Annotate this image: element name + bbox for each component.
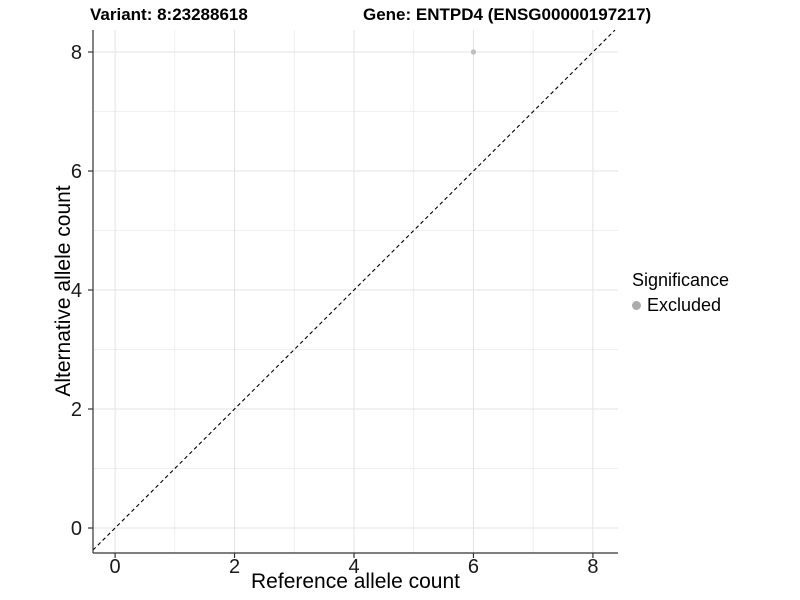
legend-item-label: Excluded [647,295,722,315]
legend-item-excluded: Excluded [632,294,729,316]
y-tick-label: 2 [71,399,82,421]
legend-point-icon [632,300,641,310]
x-axis-title: Reference allele count [251,570,460,593]
legend: Significance Excluded [632,269,729,316]
x-tick-label: 8 [587,556,598,578]
plot-title-gene: Gene: ENTPD4 (ENSG00000197217) [363,5,652,24]
y-axis-title: Alternative allele count [52,185,75,397]
y-tick-label: 8 [71,42,82,64]
identity-line [92,29,616,551]
x-tick-label: 2 [229,556,240,578]
y-tick-label: 6 [71,161,82,183]
y-tick-label: 4 [71,280,82,302]
x-tick-label: 0 [110,556,121,578]
plot-title-variant: Variant: 8:23288618 [90,5,248,24]
x-tick-label: 6 [468,556,479,578]
y-tick-label: 0 [71,518,82,540]
x-tick-label: 4 [348,556,359,578]
legend-title: Significance [632,270,730,290]
data-point [470,49,477,55]
